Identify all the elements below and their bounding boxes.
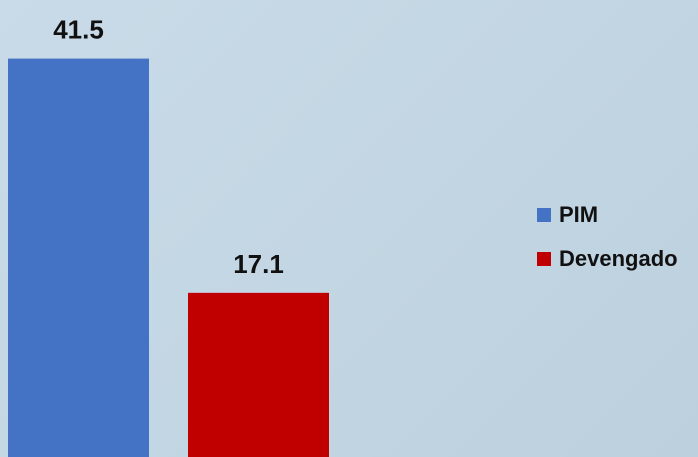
- bar-devengado: [188, 292, 329, 457]
- value-labels-group: 41.5 17.1: [53, 15, 284, 279]
- legend-swatch-pim: [537, 208, 551, 222]
- bar-pim: [8, 58, 149, 457]
- bars-group: [8, 58, 329, 457]
- legend-item-devengado: Devengado: [537, 244, 698, 274]
- legend: PIM Devengado: [537, 200, 698, 288]
- legend-label-pim: PIM: [559, 202, 599, 227]
- value-label-pim: 41.5: [53, 15, 104, 45]
- legend-item-pim: PIM: [537, 200, 698, 230]
- legend-label-devengado: Devengado: [559, 246, 678, 271]
- value-label-devengado: 17.1: [233, 249, 284, 279]
- legend-swatch-devengado: [537, 252, 551, 266]
